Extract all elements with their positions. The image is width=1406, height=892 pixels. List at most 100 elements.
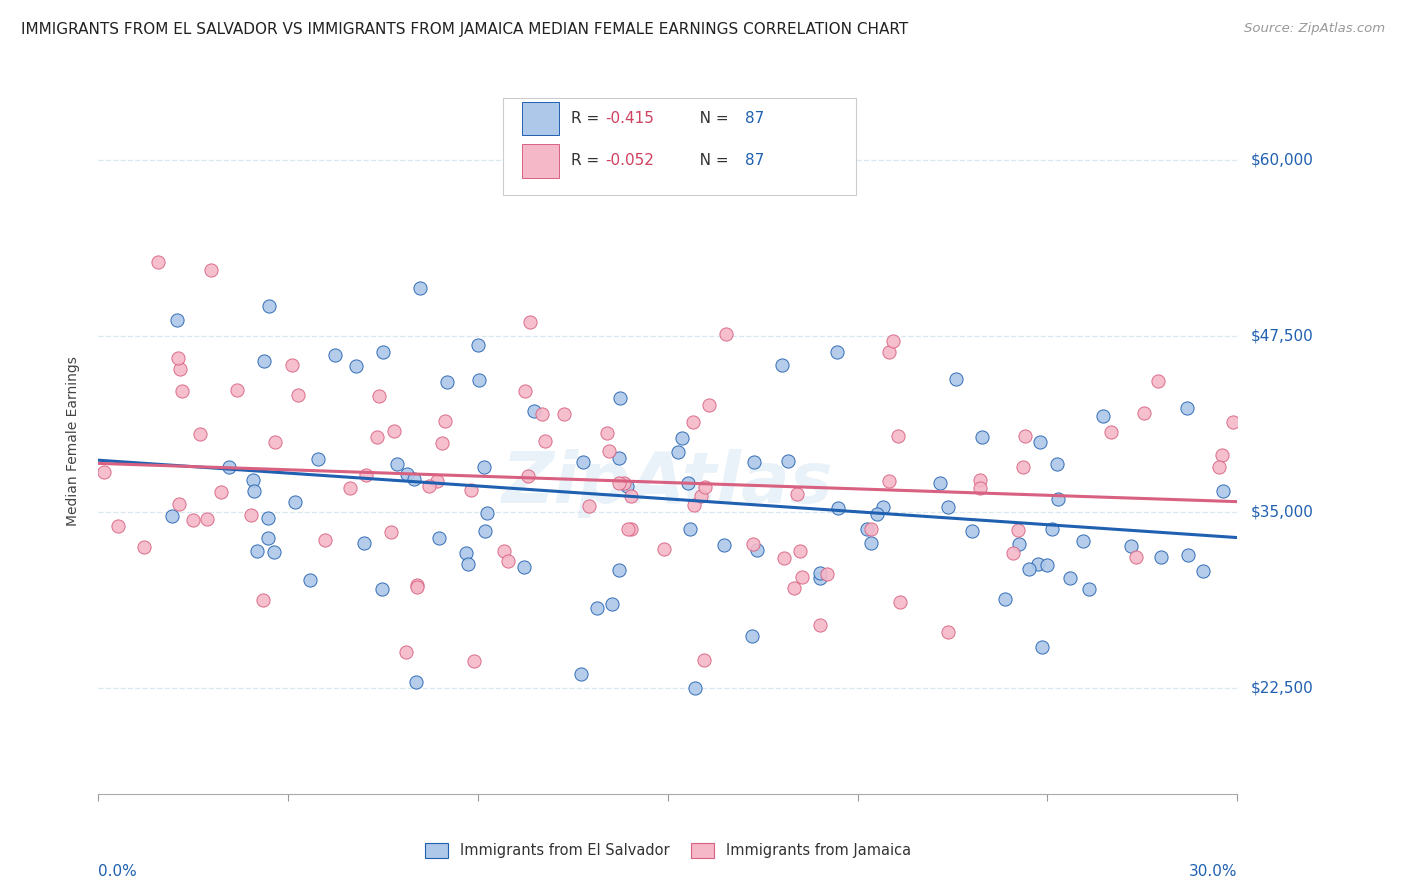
Point <box>1119 539 1142 553</box>
Point <box>200 263 222 277</box>
Point <box>1211 448 1233 462</box>
Point <box>596 425 619 440</box>
Point <box>170 384 193 399</box>
Point <box>406 578 429 592</box>
Point <box>879 475 901 489</box>
Point <box>742 537 765 551</box>
Point <box>790 570 813 584</box>
Point <box>1175 401 1198 415</box>
Point <box>475 506 498 520</box>
Point <box>607 563 630 577</box>
Point <box>1147 375 1170 389</box>
Point <box>690 489 713 503</box>
Point <box>166 313 188 327</box>
Point <box>872 500 894 514</box>
Point <box>654 542 676 557</box>
Point <box>385 457 408 471</box>
Text: 87: 87 <box>745 153 765 169</box>
Point <box>742 455 765 469</box>
Point <box>166 351 188 365</box>
Point <box>226 384 249 398</box>
Text: Source: ZipAtlas.com: Source: ZipAtlas.com <box>1244 22 1385 36</box>
Point <box>463 654 485 668</box>
Point <box>380 525 402 540</box>
Point <box>252 592 274 607</box>
Point <box>263 545 285 559</box>
Bar <box>522 102 558 136</box>
Text: 0.0%: 0.0% <box>98 864 138 880</box>
Point <box>866 508 889 522</box>
Point <box>693 480 716 494</box>
Point <box>994 591 1017 606</box>
Point <box>426 474 449 488</box>
Point <box>474 524 496 538</box>
Point <box>496 554 519 568</box>
Point <box>676 475 699 490</box>
Point <box>666 444 689 458</box>
Point <box>356 468 378 483</box>
Text: ZipAtlas: ZipAtlas <box>502 450 834 518</box>
Point <box>512 560 534 574</box>
Bar <box>522 144 558 178</box>
Point <box>353 535 375 549</box>
Point <box>1007 523 1029 537</box>
Point <box>553 407 575 421</box>
Point <box>713 538 735 552</box>
Point <box>427 531 450 545</box>
Point <box>132 540 155 554</box>
Point <box>457 557 479 571</box>
Point <box>1002 545 1025 559</box>
Point <box>396 467 419 481</box>
Point <box>280 358 302 372</box>
Point <box>371 345 394 359</box>
Point <box>741 629 763 643</box>
Point <box>366 430 388 444</box>
Point <box>747 543 769 558</box>
Point <box>519 315 541 329</box>
Point <box>287 388 309 402</box>
Point <box>860 536 883 550</box>
Point <box>607 475 630 490</box>
Point <box>339 482 361 496</box>
Point <box>436 375 458 389</box>
Point <box>887 428 910 442</box>
Point <box>1007 537 1029 551</box>
Point <box>609 391 631 405</box>
Point <box>972 430 994 444</box>
Point <box>467 338 489 352</box>
Point <box>770 358 793 372</box>
Point <box>323 348 346 362</box>
Point <box>586 600 609 615</box>
Point <box>160 509 183 524</box>
Point <box>454 546 477 560</box>
Text: R =: R = <box>571 111 609 126</box>
Text: N =: N = <box>685 153 734 169</box>
Point <box>1028 558 1050 572</box>
Point <box>183 513 205 527</box>
Point <box>773 550 796 565</box>
Point <box>882 334 904 348</box>
Point <box>404 472 426 486</box>
Point <box>969 481 991 495</box>
Text: -0.415: -0.415 <box>605 111 654 126</box>
Point <box>1133 406 1156 420</box>
FancyBboxPatch shape <box>503 97 856 194</box>
Point <box>607 450 630 465</box>
Text: -0.052: -0.052 <box>605 153 654 169</box>
Point <box>1150 550 1173 565</box>
Point <box>523 404 546 418</box>
Point <box>938 625 960 640</box>
Point <box>1091 409 1114 424</box>
Point <box>817 567 839 582</box>
Point <box>257 299 280 313</box>
Point <box>405 674 427 689</box>
Point <box>240 508 263 523</box>
Point <box>534 434 557 448</box>
Point <box>467 373 489 387</box>
Point <box>371 582 394 596</box>
Point <box>246 544 269 558</box>
Point <box>782 581 804 595</box>
Text: $22,500: $22,500 <box>1251 681 1315 696</box>
Point <box>1047 491 1070 506</box>
Y-axis label: Median Female Earnings: Median Female Earnings <box>66 357 80 526</box>
